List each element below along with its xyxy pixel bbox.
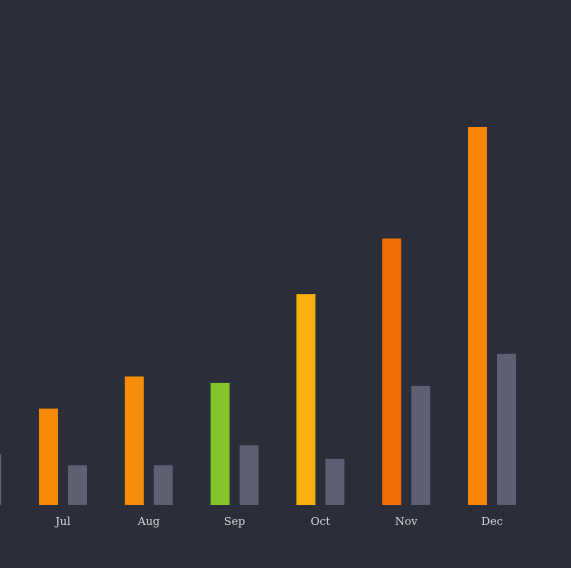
bar-jul-primary: [39, 409, 58, 505]
x-tick-label-dec: Dec: [481, 515, 503, 528]
bar-jul-secondary: [68, 465, 87, 505]
bar-sep-primary: [211, 383, 230, 505]
bar-sep-secondary: [240, 445, 259, 505]
x-tick-label-sep: Sep: [224, 515, 245, 528]
bar-dec-primary: [468, 127, 487, 505]
x-tick-labels: Jul Aug Sep Oct Nov Dec: [54, 515, 502, 528]
bar-aug-secondary: [154, 465, 173, 505]
bar-previous-secondary: [0, 454, 1, 505]
x-tick-label-nov: Nov: [395, 515, 418, 528]
x-tick-label-aug: Aug: [137, 515, 160, 528]
x-tick-label-jul: Jul: [54, 515, 70, 528]
x-tick-label-oct: Oct: [311, 515, 331, 528]
bar-nov-secondary: [411, 386, 430, 505]
bar-nov-primary: [382, 239, 401, 506]
bar-oct-secondary: [325, 459, 344, 505]
bars-layer: [0, 127, 516, 505]
bar-dec-secondary: [497, 354, 516, 505]
bar-aug-primary: [125, 377, 144, 506]
bar-oct-primary: [296, 294, 315, 505]
